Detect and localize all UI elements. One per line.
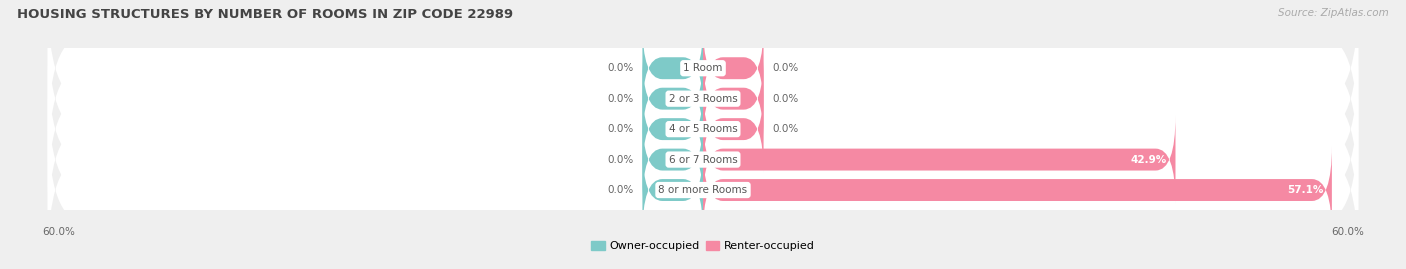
FancyBboxPatch shape [703,85,763,173]
Text: 42.9%: 42.9% [1130,155,1167,165]
Text: 0.0%: 0.0% [607,185,634,195]
FancyBboxPatch shape [643,24,703,112]
Text: 0.0%: 0.0% [607,63,634,73]
FancyBboxPatch shape [48,0,1358,142]
Text: 0.0%: 0.0% [607,124,634,134]
Text: 0.0%: 0.0% [607,155,634,165]
Text: 57.1%: 57.1% [1286,185,1323,195]
FancyBboxPatch shape [703,146,1331,234]
Text: 0.0%: 0.0% [772,94,799,104]
FancyBboxPatch shape [643,146,703,234]
FancyBboxPatch shape [48,25,1358,172]
Text: 0.0%: 0.0% [772,124,799,134]
FancyBboxPatch shape [703,116,1175,203]
Text: 6 or 7 Rooms: 6 or 7 Rooms [669,155,737,165]
FancyBboxPatch shape [643,116,703,203]
FancyBboxPatch shape [48,55,1358,203]
FancyBboxPatch shape [48,86,1358,233]
Text: Source: ZipAtlas.com: Source: ZipAtlas.com [1278,8,1389,18]
Legend: Owner-occupied, Renter-occupied: Owner-occupied, Renter-occupied [586,236,820,256]
Text: 8 or more Rooms: 8 or more Rooms [658,185,748,195]
Text: 60.0%: 60.0% [42,228,75,238]
FancyBboxPatch shape [703,55,763,143]
Text: HOUSING STRUCTURES BY NUMBER OF ROOMS IN ZIP CODE 22989: HOUSING STRUCTURES BY NUMBER OF ROOMS IN… [17,8,513,21]
Text: 60.0%: 60.0% [1331,228,1364,238]
Text: 4 or 5 Rooms: 4 or 5 Rooms [669,124,737,134]
Text: 0.0%: 0.0% [607,94,634,104]
FancyBboxPatch shape [643,85,703,173]
Text: 2 or 3 Rooms: 2 or 3 Rooms [669,94,737,104]
FancyBboxPatch shape [643,55,703,143]
FancyBboxPatch shape [48,116,1358,264]
Text: 1 Room: 1 Room [683,63,723,73]
FancyBboxPatch shape [703,24,763,112]
Text: 0.0%: 0.0% [772,63,799,73]
